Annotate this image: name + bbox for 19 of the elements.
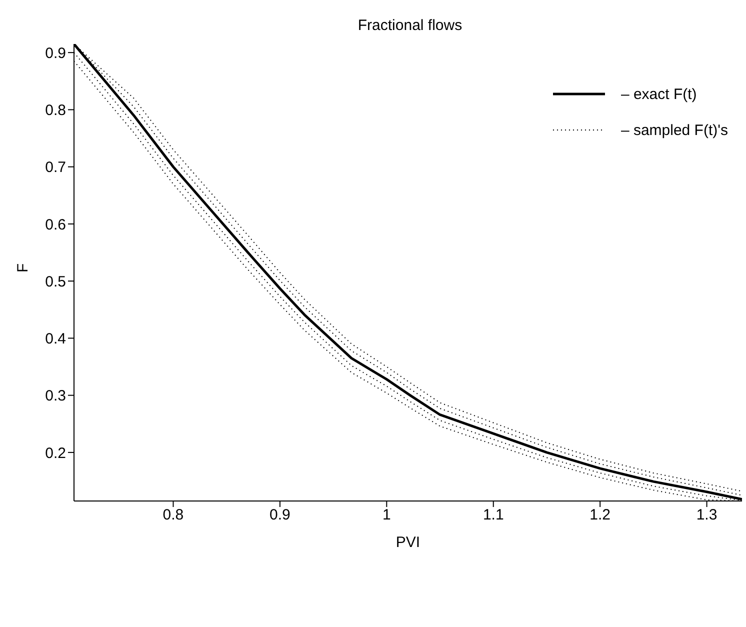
x-tick-label: 1 <box>382 506 391 524</box>
y-tick-label: 0.4 <box>45 330 66 348</box>
y-axis-title: F <box>14 263 32 272</box>
y-tick-label: 0.5 <box>45 273 66 290</box>
legend-label: – sampled F(t)'s <box>620 122 728 138</box>
y-tick-label: 0.2 <box>45 444 66 462</box>
x-axis-title: PVI <box>396 534 420 551</box>
y-tick-label: 0.9 <box>45 44 66 62</box>
x-tick-label: 1.1 <box>482 506 504 524</box>
y-tick-label: 0.3 <box>45 388 66 405</box>
y-tick-label: 0.8 <box>45 102 66 120</box>
legend-label: – exact F(t) <box>620 86 697 102</box>
x-tick-label: 0.9 <box>270 506 290 524</box>
y-tick-label: 0.6 <box>45 216 66 234</box>
x-tick-label: 1.3 <box>696 506 718 524</box>
y-tick-label: 0.7 <box>45 159 66 176</box>
chart-title: Fractional flows <box>358 17 462 34</box>
x-tick-label: 1.2 <box>590 506 611 524</box>
x-tick-label: 0.8 <box>162 506 184 524</box>
